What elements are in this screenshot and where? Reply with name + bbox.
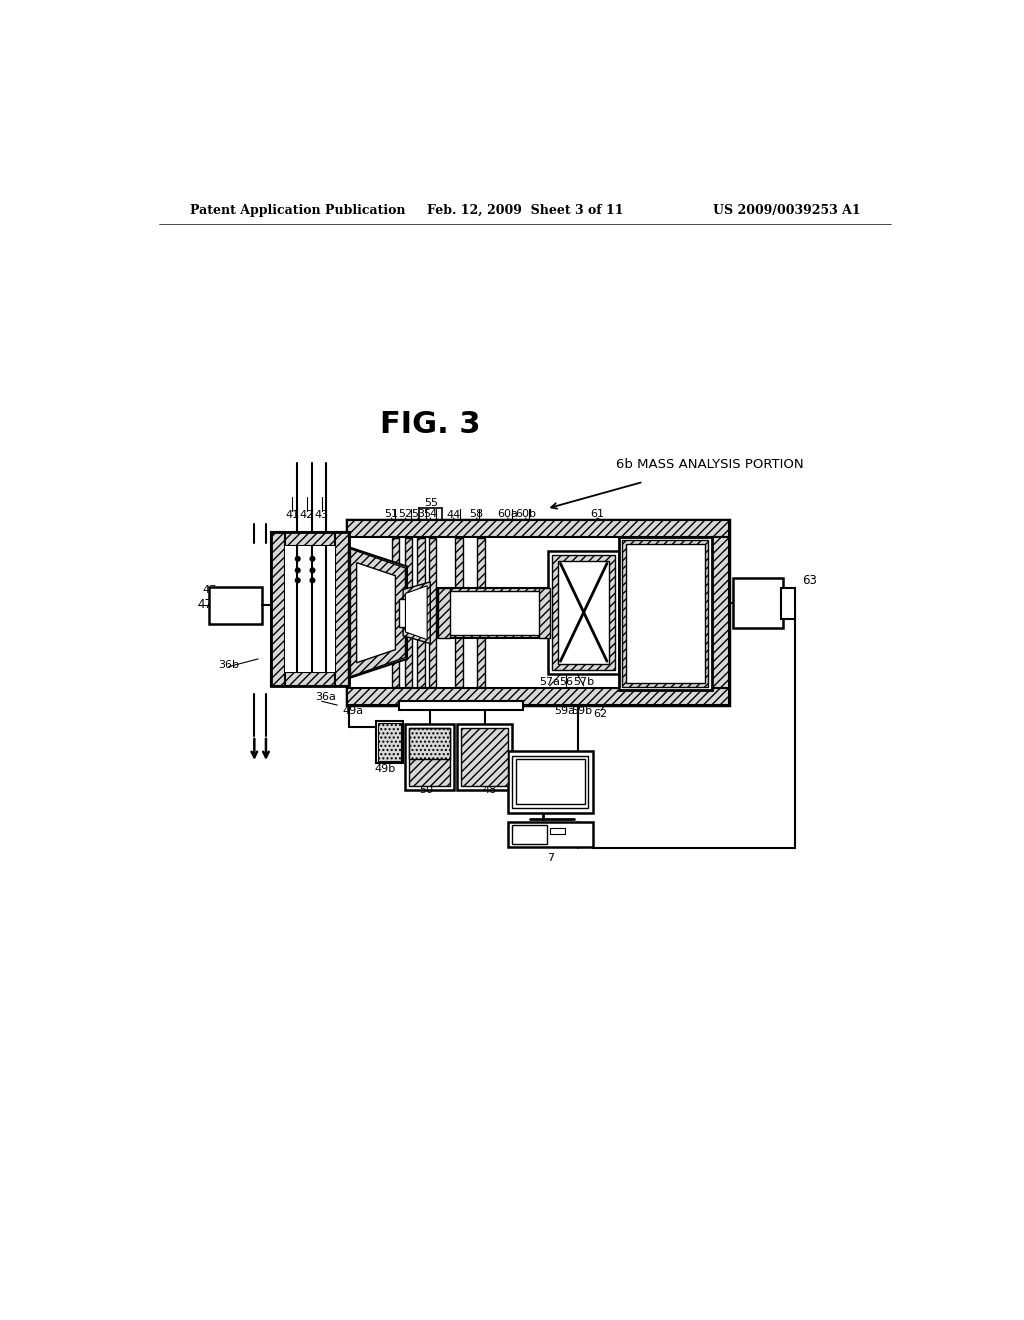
Circle shape <box>310 568 314 573</box>
Bar <box>440 591 548 635</box>
Bar <box>417 539 425 688</box>
Bar <box>508 822 593 847</box>
Bar <box>550 828 565 834</box>
Text: 36b: 36b <box>218 660 240 671</box>
Text: 36a: 36a <box>315 693 336 702</box>
Bar <box>438 589 550 638</box>
Text: 53: 53 <box>411 510 425 519</box>
Text: US 2009/0039253 A1: US 2009/0039253 A1 <box>713 205 860 218</box>
Text: 60a: 60a <box>498 510 518 519</box>
Polygon shape <box>403 582 430 644</box>
Bar <box>712 537 729 688</box>
Bar <box>391 539 399 688</box>
Bar <box>515 759 586 804</box>
Bar <box>335 532 349 686</box>
Text: 50: 50 <box>420 785 433 795</box>
Bar <box>347 520 729 705</box>
Text: 51: 51 <box>384 510 398 519</box>
Text: 7: 7 <box>547 853 554 862</box>
Bar <box>347 520 729 537</box>
Bar <box>458 725 512 789</box>
Text: 54: 54 <box>423 510 437 519</box>
Text: 49a: 49a <box>342 706 364 717</box>
Text: 41: 41 <box>286 510 299 520</box>
Text: 47: 47 <box>198 598 213 611</box>
Text: 63: 63 <box>802 574 817 587</box>
Text: 57a: 57a <box>539 677 560 686</box>
Bar <box>410 729 450 785</box>
Text: 47: 47 <box>203 585 216 594</box>
Text: 56: 56 <box>559 677 572 686</box>
Bar <box>404 539 413 688</box>
Bar <box>271 532 349 545</box>
Circle shape <box>295 557 300 561</box>
Text: Feb. 12, 2009  Sheet 3 of 11: Feb. 12, 2009 Sheet 3 of 11 <box>427 205 623 218</box>
Bar <box>508 751 593 813</box>
Bar <box>271 672 349 686</box>
Bar <box>271 532 349 686</box>
Bar <box>399 599 409 627</box>
Text: 52: 52 <box>398 510 413 519</box>
Text: 44: 44 <box>446 510 461 520</box>
Circle shape <box>310 578 314 582</box>
Text: 61: 61 <box>590 510 604 519</box>
Polygon shape <box>356 562 395 663</box>
Bar <box>512 825 547 843</box>
Circle shape <box>310 557 314 561</box>
Bar <box>271 532 286 686</box>
Bar <box>477 539 484 688</box>
Bar <box>558 561 609 664</box>
Bar <box>539 589 550 638</box>
Text: 6b MASS ANALYSIS PORTION: 6b MASS ANALYSIS PORTION <box>616 458 804 471</box>
Text: 62: 62 <box>594 709 608 719</box>
Text: 57b: 57b <box>573 677 594 686</box>
Text: 49b: 49b <box>375 764 396 774</box>
Bar <box>618 537 712 689</box>
Polygon shape <box>350 549 406 677</box>
Text: 59b: 59b <box>570 706 592 717</box>
Bar <box>438 589 450 638</box>
Bar <box>455 539 463 688</box>
Bar <box>461 729 508 785</box>
Circle shape <box>295 568 300 573</box>
Bar <box>209 587 262 624</box>
Bar <box>781 589 796 619</box>
Bar <box>378 723 400 760</box>
Bar <box>732 578 783 628</box>
Text: 42: 42 <box>300 510 314 520</box>
Bar <box>548 552 620 675</box>
Text: Patent Application Publication: Patent Application Publication <box>190 205 406 218</box>
Bar <box>626 544 705 682</box>
Bar <box>347 688 729 705</box>
Bar <box>286 545 335 672</box>
Text: 48: 48 <box>482 785 497 795</box>
Bar <box>399 701 523 710</box>
Bar <box>552 554 615 671</box>
Bar <box>512 756 589 808</box>
Text: 59a: 59a <box>554 706 574 717</box>
Text: FIG. 3: FIG. 3 <box>380 409 480 438</box>
Text: 3: 3 <box>285 578 292 589</box>
Text: 55: 55 <box>424 499 438 508</box>
Bar <box>410 729 450 759</box>
Polygon shape <box>349 548 407 678</box>
Polygon shape <box>406 586 427 640</box>
Bar <box>622 540 709 686</box>
Text: 43: 43 <box>314 510 329 520</box>
Bar <box>406 725 454 789</box>
Bar <box>429 539 436 688</box>
Text: 58: 58 <box>470 510 483 519</box>
Bar <box>376 721 403 763</box>
Circle shape <box>295 578 300 582</box>
Text: 60b: 60b <box>515 510 537 519</box>
